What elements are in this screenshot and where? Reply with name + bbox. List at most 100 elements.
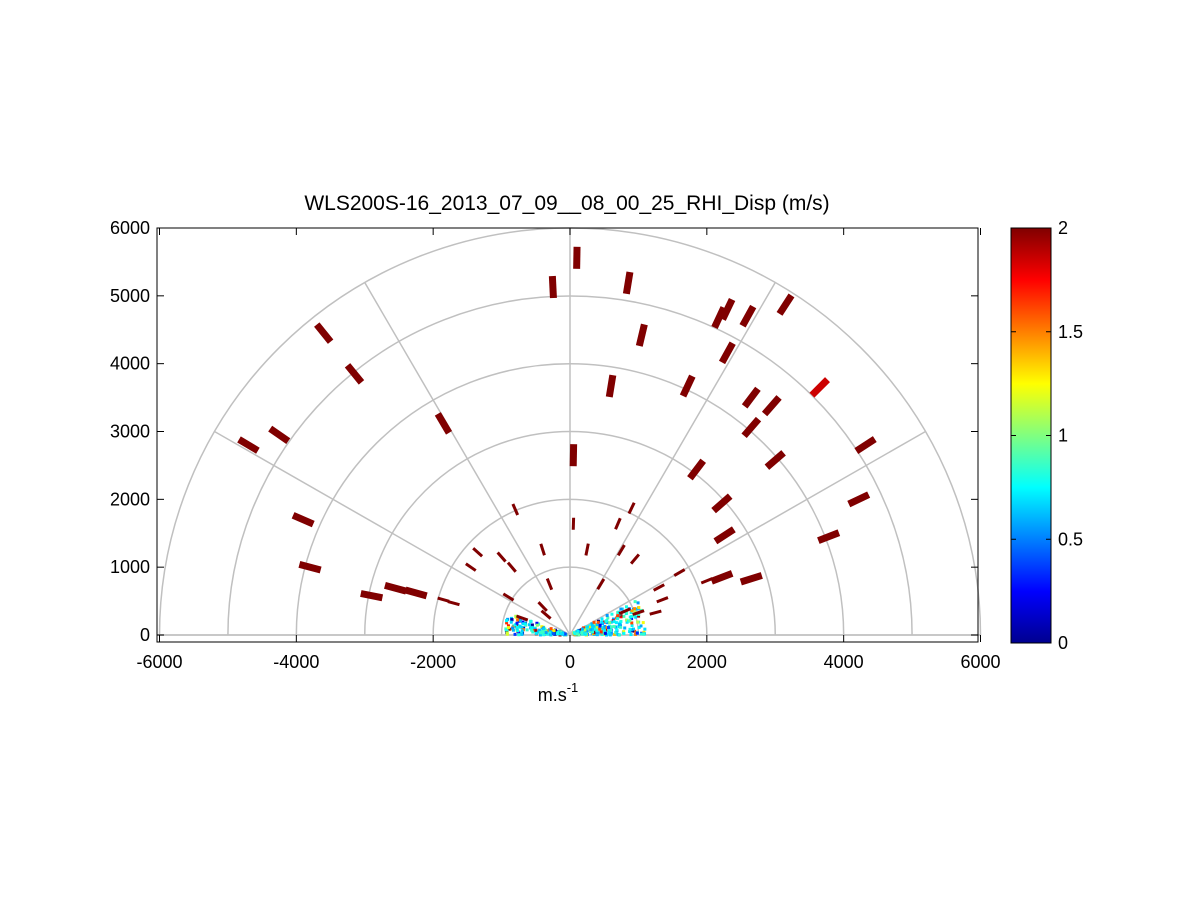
clutter-speck	[511, 628, 515, 632]
clutter-speck	[541, 630, 545, 634]
data-point	[739, 572, 763, 586]
clutter-speck	[608, 621, 612, 625]
clutter-speck	[633, 607, 637, 611]
data-point	[741, 416, 762, 439]
clutter-speck	[546, 632, 550, 636]
clutter-speck	[605, 613, 609, 617]
clutter-speck	[546, 629, 550, 633]
clutter-speck	[513, 623, 517, 627]
clutter-speck	[576, 629, 580, 633]
clutter-speck	[619, 607, 623, 611]
clutter-speck	[601, 630, 605, 634]
clutter-speck	[527, 623, 531, 627]
clutter-speck	[584, 632, 588, 636]
data-point	[632, 609, 645, 616]
data-point	[539, 543, 546, 556]
clutter-speck	[507, 627, 511, 631]
clutter-speck	[637, 612, 641, 616]
clutter-speck	[592, 627, 596, 631]
clutter-speck	[542, 627, 546, 631]
clutter-speck	[610, 625, 614, 629]
clutter-speck	[586, 625, 590, 629]
x-axis-label-exponent: -1	[567, 680, 579, 695]
data-point	[614, 517, 622, 530]
clutter-speck	[505, 621, 509, 625]
clutter-speck	[520, 625, 524, 629]
clutter-speck	[521, 622, 525, 626]
clutter-speck	[592, 620, 596, 624]
grid-spoke	[214, 430, 571, 636]
data-point	[627, 502, 636, 515]
clutter-speck	[619, 615, 623, 619]
clutter-speck	[618, 621, 622, 625]
clutter-speck	[610, 612, 614, 616]
grid-spoke	[364, 282, 571, 636]
clutter-speck	[600, 632, 604, 636]
clutter-speck	[534, 631, 538, 635]
near-field-clutter	[504, 600, 647, 637]
clutter-speck	[575, 632, 579, 636]
data-point	[809, 377, 830, 398]
clutter-speck	[634, 632, 638, 636]
data-point	[718, 341, 736, 365]
y-tick-label: 3000	[110, 422, 150, 442]
clutter-speck	[595, 623, 599, 627]
clutter-speck	[506, 624, 510, 628]
clutter-speck	[611, 617, 615, 621]
clutter-speck	[521, 620, 525, 624]
clutter-speck	[625, 620, 629, 624]
data-point	[679, 374, 696, 398]
clutter-speck	[636, 601, 640, 605]
y-tick-label: 1000	[110, 557, 150, 577]
clutter-speck	[505, 619, 509, 623]
data-point	[764, 450, 786, 470]
x-axis-label-base: m.s	[538, 685, 567, 705]
clutter-speck	[633, 609, 637, 613]
data-point	[344, 363, 365, 385]
clutter-speck	[630, 621, 634, 625]
clutter-speck	[641, 621, 645, 625]
clutter-speck	[622, 631, 626, 635]
data-point	[605, 374, 617, 398]
clutter-speck	[520, 632, 524, 636]
colorbar	[1010, 227, 1052, 644]
x-tick-label: -4000	[273, 652, 319, 672]
colorbar-tick-label: 0.5	[1058, 529, 1083, 549]
data-point	[622, 271, 634, 295]
data-point	[635, 323, 648, 347]
clutter-speck	[588, 630, 592, 634]
clutter-speck	[506, 626, 510, 630]
clutter-speck	[642, 632, 646, 636]
data-point	[596, 578, 606, 591]
clutter-speck	[628, 629, 632, 633]
data-point	[584, 543, 590, 556]
data-point	[713, 526, 736, 545]
x-tick-label: -2000	[410, 652, 456, 672]
clutter-speck	[523, 622, 527, 626]
clutter-speck	[612, 624, 616, 628]
data-point	[384, 581, 408, 595]
data-point	[496, 551, 507, 563]
data-point	[298, 560, 322, 574]
clutter-speck	[617, 625, 621, 629]
data-point	[472, 547, 484, 558]
data-point	[360, 590, 384, 602]
clutter-speck	[609, 620, 613, 624]
clutter-speck	[630, 617, 634, 621]
clutter-speck	[604, 619, 608, 623]
clutter-speck	[635, 631, 639, 635]
data-point	[739, 304, 757, 328]
clutter-speck	[516, 629, 520, 633]
data-point	[465, 562, 477, 572]
clutter-speck	[551, 632, 555, 636]
clutter-speck	[531, 630, 535, 634]
clutter-speck	[556, 631, 560, 635]
clutter-speck	[625, 611, 629, 615]
data-point	[741, 386, 761, 409]
clutter-speck	[554, 629, 558, 633]
clutter-speck	[580, 627, 584, 631]
clutter-speck	[552, 629, 556, 633]
x-tick-label: -6000	[136, 652, 182, 672]
clutter-speck	[509, 620, 513, 624]
